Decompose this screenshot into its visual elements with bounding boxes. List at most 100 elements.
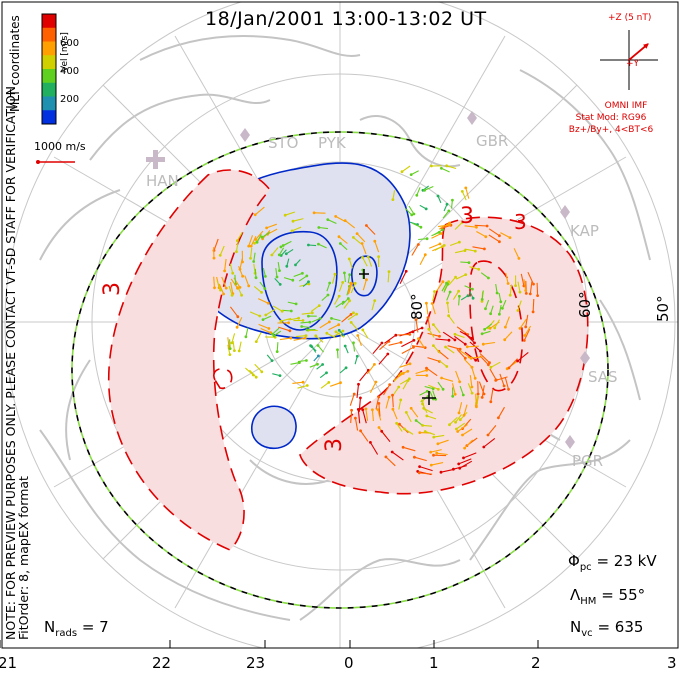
velocity-vector <box>286 258 290 267</box>
velocity-vector <box>410 407 419 418</box>
velocity-vector <box>229 339 231 349</box>
velocity-vector <box>430 449 442 453</box>
velocity-vector <box>523 279 527 291</box>
velocity-vector <box>356 233 366 243</box>
plot-border <box>1 1 679 649</box>
potential-min-marker <box>359 269 369 279</box>
velocity-vector <box>504 331 513 341</box>
velocity-vector <box>459 349 470 358</box>
velocity-vector <box>449 241 460 247</box>
velocity-vector <box>328 324 339 331</box>
velocity-vector <box>350 410 353 424</box>
velocity-vector <box>327 219 337 225</box>
velocity-vector <box>238 265 244 277</box>
velocity-vector <box>231 333 236 344</box>
nrads-value: = 7 <box>81 618 109 636</box>
velocity-vector <box>405 208 413 216</box>
latitude-label-60: 60° <box>576 291 594 318</box>
velocity-vector <box>279 337 291 341</box>
velocity-vector <box>392 386 400 396</box>
velocity-vector <box>410 170 419 176</box>
velocity-vector <box>385 456 396 467</box>
velocity-vector <box>467 383 473 394</box>
station-label-pgr: PGR <box>572 452 604 470</box>
velocity-vector <box>523 328 531 341</box>
velocity-vector <box>398 399 402 410</box>
velocity-vector <box>341 298 349 306</box>
velocity-vector <box>266 223 277 229</box>
velocity-vector <box>316 364 323 370</box>
velocity-vector <box>311 317 321 323</box>
velocity-vector <box>427 357 440 362</box>
color-bar-segment <box>42 41 56 56</box>
velocity-vector <box>335 215 346 223</box>
velocity-vector <box>352 342 356 352</box>
mlt-label-1: 1 <box>429 654 439 672</box>
velocity-vector <box>288 317 299 321</box>
velocity-vector <box>297 359 307 363</box>
n-symbol: N <box>44 618 56 636</box>
velocity-vector <box>393 372 404 381</box>
velocity-vector <box>447 345 461 350</box>
velocity-vector <box>343 300 351 309</box>
imf-clock-dial <box>600 30 658 90</box>
velocity-vector <box>405 412 412 423</box>
velocity-vector <box>287 301 297 305</box>
lambda-subscript: HM <box>580 596 597 607</box>
velocity-vector <box>262 267 266 277</box>
velocity-vector <box>262 315 272 321</box>
velocity-vector <box>295 259 301 266</box>
velocity-vector <box>454 250 466 254</box>
velocity-vector <box>334 295 340 305</box>
velocity-vector <box>254 206 265 216</box>
velocity-vector <box>495 376 508 381</box>
velocity-vector <box>385 396 390 409</box>
velocity-vector <box>481 330 491 335</box>
velocity-vector <box>425 430 436 436</box>
velocity-vector <box>525 314 529 327</box>
n-symbol: N <box>570 618 582 636</box>
velocity-vector <box>278 326 291 332</box>
velocity-vector <box>427 317 431 330</box>
velocity-vector <box>388 341 402 346</box>
velocity-vector <box>229 263 234 274</box>
velocity-vector <box>245 327 249 337</box>
velocity-vector <box>374 241 380 253</box>
velocity-vector <box>446 165 457 170</box>
velocity-vector <box>438 359 448 367</box>
velocity-vector <box>419 466 433 472</box>
velocity-vector <box>532 298 535 312</box>
velocity-vector <box>408 327 423 334</box>
velocity-vector <box>347 283 353 295</box>
velocity-vector <box>471 356 483 359</box>
velocity-vector <box>283 277 293 281</box>
velocity-vector <box>239 258 243 270</box>
velocity-vector <box>260 327 271 334</box>
velocity-vector <box>455 370 461 382</box>
velocity-vector <box>483 437 496 448</box>
velocity-vector <box>272 305 283 312</box>
velocity-vector <box>402 446 416 452</box>
imf-source: OMNI IMF <box>604 101 648 111</box>
contour-label: 3 <box>514 210 527 234</box>
lambda-symbol: Λ <box>570 586 581 604</box>
velocity-vector <box>519 318 527 329</box>
velocity-vector <box>431 303 436 315</box>
velocity-vector <box>455 274 466 280</box>
velocity-vector <box>431 233 442 239</box>
velocity-vector <box>353 236 362 245</box>
velocity-vector <box>272 373 281 377</box>
velocity-vector <box>384 334 397 344</box>
velocity-vector <box>338 282 344 292</box>
velocity-vector <box>265 308 276 316</box>
velocity-vector <box>484 299 490 309</box>
velocity-vector <box>359 369 369 382</box>
velocity-vector <box>505 272 509 284</box>
velocity-vector <box>443 284 449 293</box>
velocity-vector <box>456 326 469 335</box>
velocity-vector <box>234 274 237 285</box>
station-markers <box>146 111 590 449</box>
station-label-han: HAN <box>146 172 179 190</box>
velocity-vector <box>253 285 262 293</box>
phi-symbol: Φ <box>568 552 580 570</box>
